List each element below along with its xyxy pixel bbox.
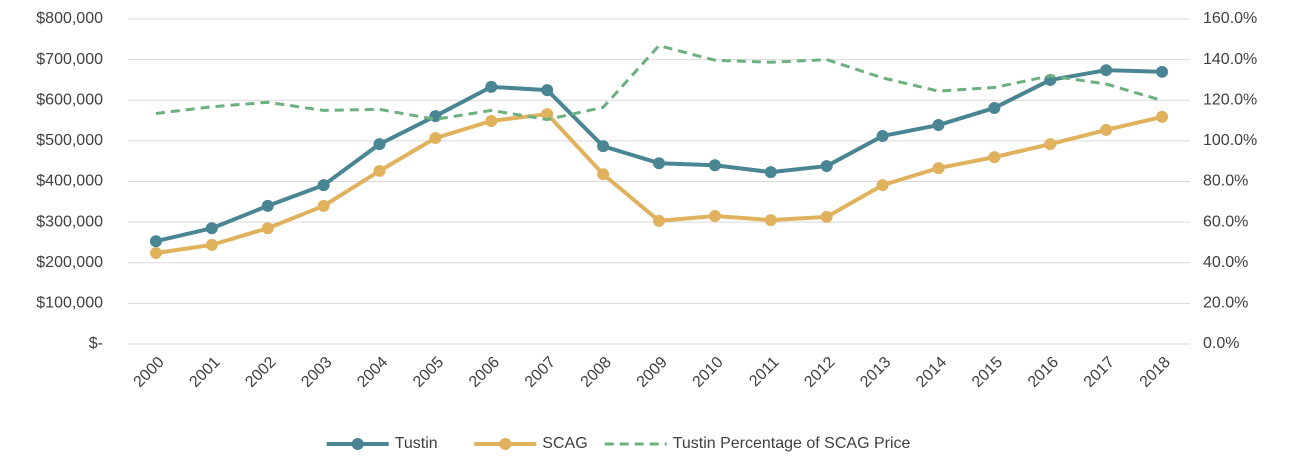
x-tick-label: 2012	[801, 354, 838, 391]
x-tick-label: 2013	[857, 354, 894, 391]
x-tick-label: 2015	[969, 354, 1006, 391]
y-tick-label: $-	[89, 335, 103, 352]
point	[261, 199, 274, 212]
point	[876, 179, 889, 192]
x-tick-label: 2017	[1081, 354, 1118, 391]
y-tick-label: $600,000	[36, 91, 103, 108]
point	[205, 238, 218, 251]
legend-label: Tustin	[395, 435, 438, 452]
x-tick-label: 2000	[131, 354, 168, 391]
point	[373, 138, 386, 151]
point	[597, 140, 610, 153]
point	[205, 222, 218, 235]
y2-tick-label: 20.0%	[1203, 295, 1248, 312]
point	[1100, 64, 1113, 77]
point	[149, 247, 162, 259]
x-tick-label: 2003	[298, 354, 335, 391]
point	[932, 162, 945, 175]
y2-tick-label: 100.0%	[1203, 132, 1257, 149]
point	[317, 179, 330, 192]
point	[429, 110, 442, 123]
y-tick-label: $500,000	[36, 132, 103, 149]
point	[820, 160, 833, 173]
x-tick-label: 2009	[634, 354, 671, 391]
x-tick-label: 2014	[913, 354, 950, 391]
point	[261, 222, 274, 235]
point	[597, 168, 610, 181]
y-tick-label: $100,000	[36, 295, 103, 312]
point	[1156, 65, 1169, 78]
point	[820, 210, 833, 223]
y-tick-label: $400,000	[36, 173, 103, 190]
point	[988, 101, 1001, 114]
point	[1044, 138, 1057, 151]
point	[876, 130, 889, 142]
point	[149, 235, 162, 248]
legend-label: Tustin Percentage of SCAG Price	[673, 435, 911, 452]
y2-tick-label: 120.0%	[1203, 91, 1257, 108]
x-tick-label: 2004	[354, 354, 391, 391]
y2-tick-label: 140.0%	[1203, 51, 1257, 68]
x-tick-label: 2016	[1025, 354, 1062, 391]
point	[764, 166, 777, 179]
legend-marker	[499, 438, 512, 450]
legend-label: SCAG	[542, 435, 587, 452]
point	[708, 159, 721, 172]
x-tick-label: 2018	[1137, 354, 1174, 391]
point	[653, 157, 665, 170]
x-tick-label: 2002	[242, 354, 279, 391]
point	[541, 84, 554, 97]
y-tick-label: $700,000	[36, 51, 103, 68]
point	[764, 214, 777, 227]
y2-tick-label: 60.0%	[1203, 213, 1248, 230]
point	[429, 132, 442, 145]
x-tick-label: 2010	[690, 354, 727, 391]
series-line	[155, 44, 1163, 122]
point	[988, 151, 1001, 164]
point	[317, 199, 330, 212]
series-line	[155, 112, 1163, 255]
x-tick-label: 2005	[410, 354, 447, 391]
y2-tick-label: 80.0%	[1203, 173, 1248, 190]
point	[1100, 123, 1113, 136]
x-tick-label: 2008	[578, 354, 615, 391]
point	[485, 114, 498, 127]
y2-tick-label: 0.0%	[1203, 335, 1239, 352]
y2-tick-label: 160.0%	[1203, 10, 1257, 27]
point	[708, 210, 721, 223]
x-tick-label: 2007	[522, 354, 559, 391]
y2-tick-label: 40.0%	[1203, 254, 1248, 271]
point	[373, 164, 386, 177]
y-tick-label: $300,000	[36, 213, 103, 230]
y-tick-label: $800,000	[36, 10, 103, 27]
point	[1156, 110, 1169, 123]
legend-marker	[351, 438, 364, 450]
point	[653, 214, 665, 227]
x-tick-label: 2006	[466, 354, 503, 391]
point	[932, 119, 945, 132]
x-tick-label: 2001	[186, 354, 223, 391]
point	[485, 80, 498, 93]
x-tick-label: 2011	[746, 354, 782, 390]
y-tick-label: $200,000	[36, 254, 103, 271]
point	[541, 108, 554, 121]
